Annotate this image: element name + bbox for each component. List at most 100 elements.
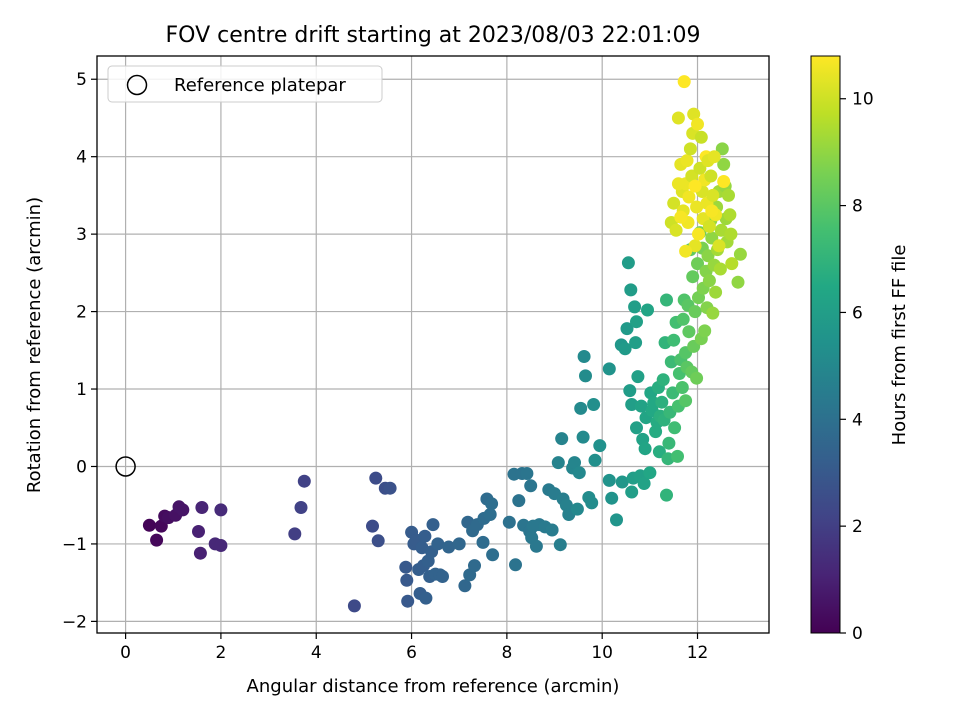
data-point — [610, 513, 623, 527]
data-point — [717, 175, 731, 188]
data-point — [371, 534, 385, 548]
data-point — [347, 599, 361, 613]
data-point — [621, 256, 635, 270]
data-point — [690, 200, 704, 214]
data-point — [399, 560, 413, 574]
y-axis-ticks: −2 −1 0 1 2 3 4 5 — [62, 70, 97, 632]
data-point — [574, 401, 588, 415]
data-point — [418, 529, 432, 543]
data-point — [588, 453, 602, 467]
y-tick-label: 3 — [76, 225, 87, 245]
colorbar-label: Hours from first FF file — [889, 245, 910, 446]
data-point — [671, 177, 685, 191]
colorbar-tick-label: 2 — [852, 517, 863, 537]
data-point — [723, 208, 737, 222]
data-point — [694, 130, 708, 144]
data-point — [555, 432, 569, 446]
data-point — [688, 239, 702, 253]
data-point — [638, 442, 652, 456]
x-tick-label: 2 — [216, 643, 227, 663]
data-point — [704, 169, 718, 183]
y-tick-label: 4 — [76, 148, 87, 168]
data-point — [692, 227, 705, 241]
colorbar-tick-label: 6 — [852, 303, 863, 323]
data-point — [486, 548, 500, 562]
data-point — [675, 381, 689, 394]
data-point — [476, 535, 490, 549]
data-point — [691, 117, 704, 131]
y-tick-label: 1 — [76, 380, 87, 400]
data-point — [150, 533, 164, 547]
data-point — [400, 573, 414, 587]
colorbar-ticks: 0 2 4 6 8 10 — [840, 90, 874, 644]
data-point — [660, 488, 673, 502]
y-tick-label: −1 — [62, 535, 87, 555]
data-points — [142, 75, 747, 613]
data-point — [687, 107, 701, 121]
data-point — [666, 386, 680, 400]
data-point — [553, 538, 567, 552]
data-point — [707, 150, 721, 164]
colorbar — [810, 55, 841, 634]
data-point — [509, 558, 522, 572]
data-point — [676, 312, 690, 326]
data-point — [713, 262, 727, 276]
data-point — [602, 362, 616, 376]
data-point — [436, 570, 449, 583]
data-point — [693, 161, 707, 175]
data-point — [679, 394, 693, 408]
data-point — [483, 508, 497, 521]
data-point — [214, 539, 228, 552]
data-point — [724, 227, 738, 241]
colorbar-tick-label: 10 — [852, 90, 874, 110]
data-point — [628, 300, 642, 314]
data-point — [686, 270, 700, 284]
data-point — [671, 111, 685, 125]
data-point — [733, 247, 747, 261]
data-point — [214, 503, 228, 517]
data-point — [593, 439, 607, 453]
data-point — [671, 449, 684, 463]
data-point — [176, 503, 190, 517]
data-point — [631, 370, 645, 384]
data-point — [706, 188, 720, 202]
data-point — [656, 373, 670, 387]
data-point — [192, 525, 205, 538]
colorbar-tick-label: 0 — [852, 624, 863, 644]
data-point — [641, 303, 654, 317]
data-point — [524, 479, 538, 493]
x-axis-ticks: 0 2 4 6 8 10 12 — [120, 633, 708, 663]
legend: Reference platepar — [107, 65, 383, 103]
data-point — [468, 559, 481, 573]
data-point — [677, 75, 691, 89]
data-point — [685, 169, 699, 183]
data-point — [701, 249, 715, 263]
data-point — [667, 196, 681, 210]
data-point — [625, 485, 639, 499]
data-point — [691, 257, 704, 271]
data-point — [576, 430, 590, 444]
colorbar-tick-label: 8 — [852, 197, 863, 217]
data-point — [572, 466, 586, 480]
data-point — [195, 501, 209, 514]
data-point — [615, 475, 629, 489]
data-point — [369, 471, 383, 485]
data-point — [142, 518, 156, 532]
data-point — [706, 306, 720, 320]
x-tick-label: 12 — [687, 643, 709, 663]
data-point — [667, 333, 681, 347]
data-point — [634, 399, 648, 413]
data-point — [577, 350, 591, 363]
data-point — [602, 473, 616, 487]
data-point — [690, 371, 704, 385]
data-point — [154, 519, 168, 533]
data-point — [662, 436, 676, 450]
data-point — [629, 336, 643, 350]
data-point — [731, 275, 745, 289]
data-point — [715, 142, 729, 156]
data-point — [193, 546, 207, 560]
data-point — [383, 481, 397, 495]
data-point — [551, 456, 565, 470]
